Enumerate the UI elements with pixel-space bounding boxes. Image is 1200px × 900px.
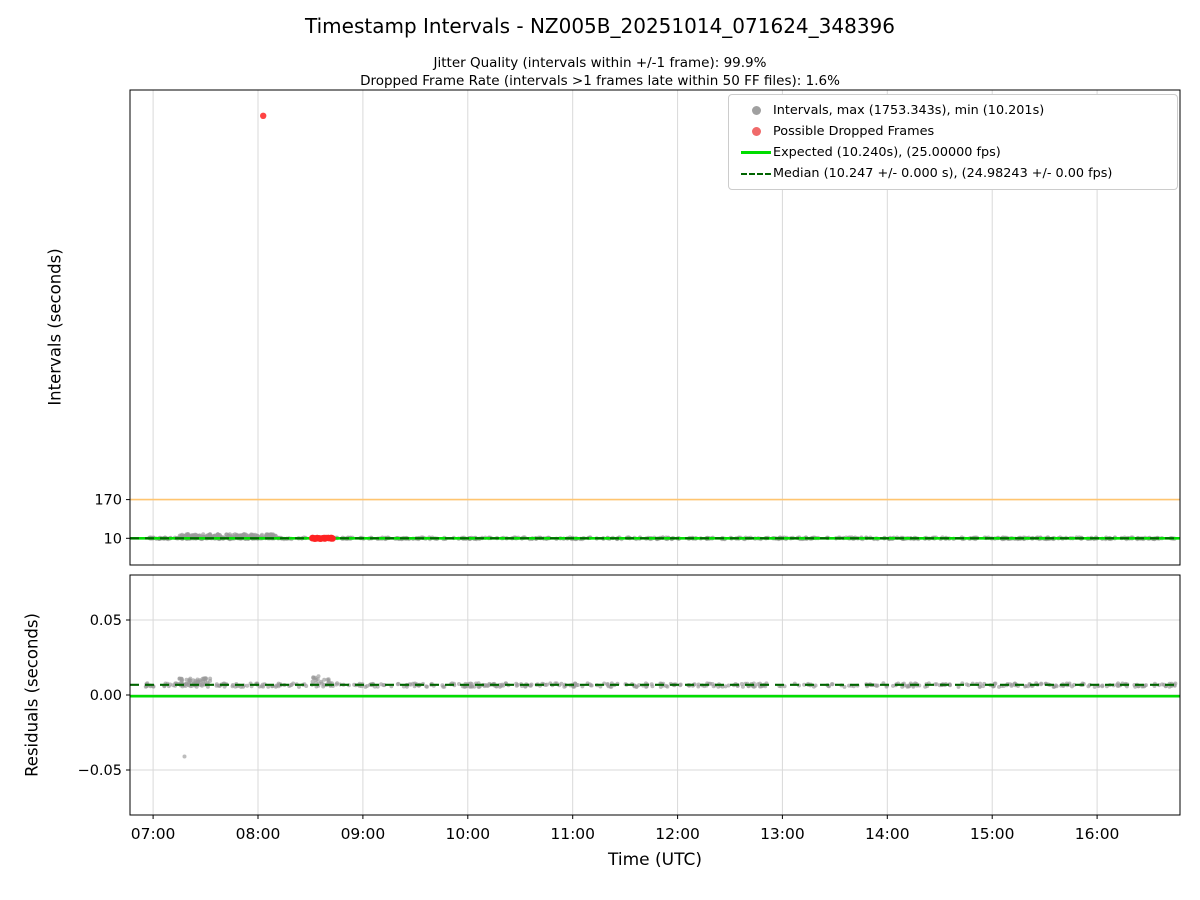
intervals-dot-icon [751, 106, 761, 115]
subtitle-dropped-frame-rate: Dropped Frame Rate (intervals >1 frames … [360, 73, 840, 89]
legend-item-dropped-frames: Possible Dropped Frames [739, 123, 1167, 140]
svg-text:11:00: 11:00 [550, 825, 595, 843]
legend-label-intervals: Intervals, max (1753.343s), min (10.201s… [773, 103, 1045, 118]
svg-text:16:00: 16:00 [1075, 825, 1120, 843]
legend-marker-box [739, 106, 773, 115]
svg-text:−0.05: −0.05 [78, 763, 122, 779]
svg-text:08:00: 08:00 [236, 825, 281, 843]
subtitle-jitter-quality: Jitter Quality (intervals within +/-1 fr… [433, 55, 767, 71]
svg-text:10:00: 10:00 [445, 825, 490, 843]
svg-text:0.00: 0.00 [90, 688, 122, 704]
legend-marker-box [739, 172, 773, 175]
svg-text:14:00: 14:00 [865, 825, 910, 843]
svg-text:10: 10 [104, 531, 122, 547]
svg-text:15:00: 15:00 [970, 825, 1015, 843]
svg-text:07:00: 07:00 [131, 825, 176, 843]
legend-label-median: Median (10.247 +/- 0.000 s), (24.98243 +… [773, 166, 1113, 181]
svg-text:13:00: 13:00 [760, 825, 805, 843]
svg-text:12:00: 12:00 [655, 825, 700, 843]
legend-marker-box [739, 127, 773, 136]
dropped-frames-dot-icon [751, 127, 761, 136]
time-xlabel: Time (UTC) [608, 850, 702, 870]
legend-marker-box [739, 151, 773, 154]
page-title: Timestamp Intervals - NZ005B_20251014_07… [305, 14, 895, 38]
median-dashed-line-icon [741, 172, 771, 175]
legend-item-intervals: Intervals, max (1753.343s), min (10.201s… [739, 102, 1167, 119]
residuals-axes: 0.05 0.00 −0.05 07:00 08:00 09:00 10:00 11:00 12… [78, 574, 1181, 843]
legend-item-expected: Expected (10.240s), (25.00000 fps) [739, 144, 1167, 161]
legend-label-expected: Expected (10.240s), (25.00000 fps) [773, 145, 1001, 160]
svg-text:170: 170 [94, 493, 122, 509]
residuals-ylabel: Residuals (seconds) [22, 613, 42, 777]
svg-text:09:00: 09:00 [341, 825, 386, 843]
svg-text:0.05: 0.05 [90, 613, 122, 629]
intervals-ylabel: Intervals (seconds) [45, 248, 65, 406]
expected-line-icon [741, 151, 771, 154]
legend-item-median: Median (10.247 +/- 0.000 s), (24.98243 +… [739, 165, 1167, 182]
legend: Intervals, max (1753.343s), min (10.201s… [728, 94, 1178, 190]
legend-label-dropped-frames: Possible Dropped Frames [773, 124, 935, 139]
